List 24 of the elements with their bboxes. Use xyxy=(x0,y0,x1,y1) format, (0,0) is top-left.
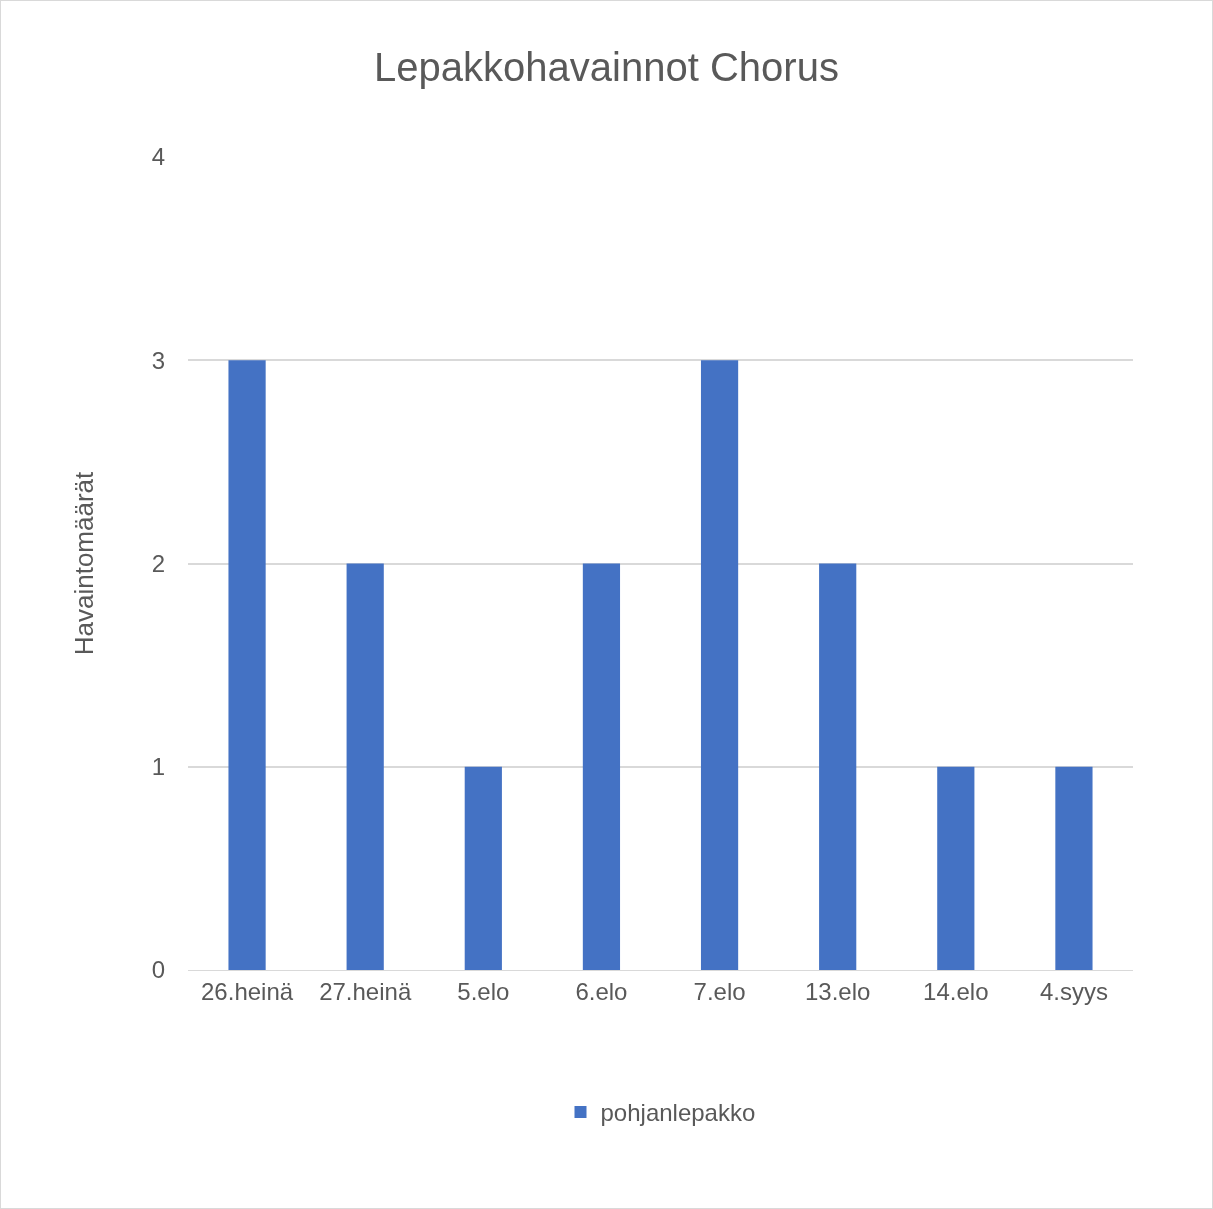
bar xyxy=(819,563,857,970)
y-tick-label: 0 xyxy=(151,956,165,984)
bar xyxy=(346,563,384,970)
chart-title: Lepakkohavainnot Chorus xyxy=(374,45,839,90)
x-tick-label: 27.heinä xyxy=(319,977,412,1005)
bar xyxy=(582,563,621,970)
bar xyxy=(1055,766,1093,970)
bar xyxy=(937,766,975,970)
legend-label: pohjanlepakko xyxy=(600,1099,756,1127)
y-axis-title: Havaintomäärät xyxy=(69,470,100,656)
x-tick-label: 7.elo xyxy=(693,977,746,1005)
x-tick-label: 14.elo xyxy=(923,977,989,1005)
y-tick-label: 1 xyxy=(151,753,165,781)
x-tick-label: 5.elo xyxy=(457,977,510,1005)
x-tick-label: 6.elo xyxy=(575,977,628,1005)
y-tick-label: 4 xyxy=(151,143,165,171)
bar xyxy=(700,360,739,970)
x-tick-label: 13.elo xyxy=(804,977,871,1005)
x-tick-label: 4.syys xyxy=(1039,977,1108,1005)
x-tick-label: 26.heinä xyxy=(201,977,294,1005)
bar xyxy=(228,360,266,970)
y-tick-label: 3 xyxy=(151,346,165,374)
y-tick-label: 2 xyxy=(151,549,165,577)
bar xyxy=(464,766,502,970)
